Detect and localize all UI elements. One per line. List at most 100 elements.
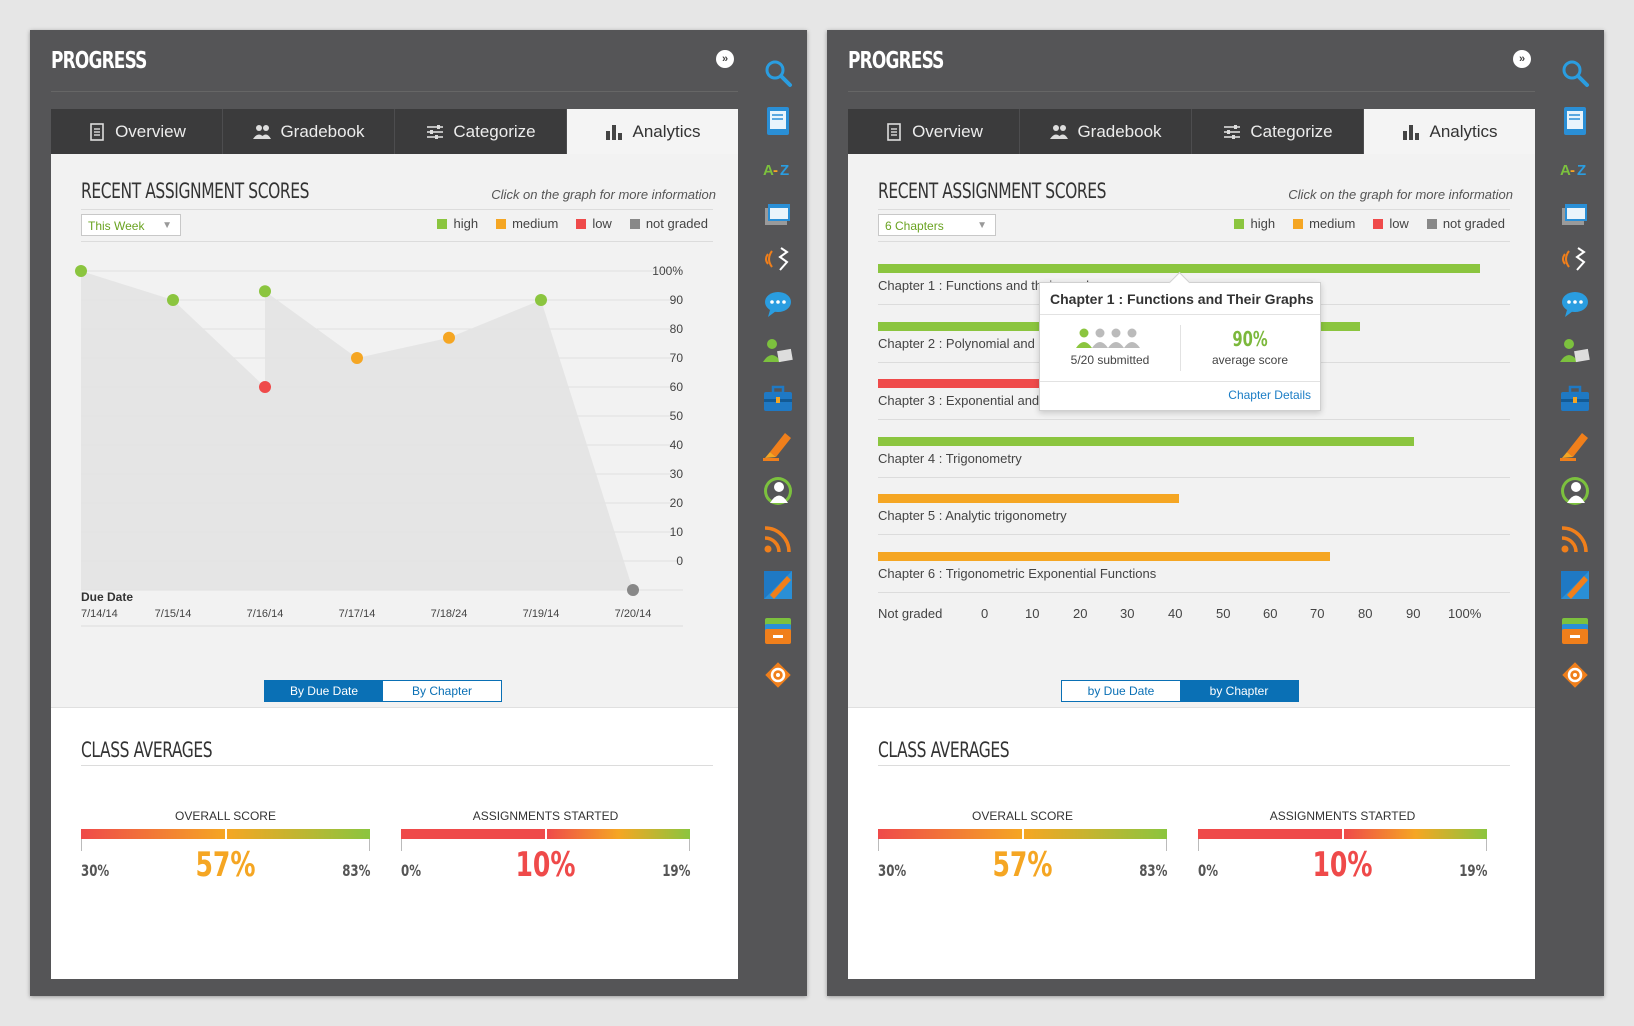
highlighter-icon[interactable] xyxy=(761,428,795,462)
x-axis-title: Due Date xyxy=(81,590,133,604)
data-point[interactable] xyxy=(351,352,363,364)
chat-icon[interactable] xyxy=(1558,288,1592,322)
svg-text:Z: Z xyxy=(1577,162,1586,179)
rss-icon[interactable] xyxy=(761,522,795,556)
tab-analytics[interactable]: Analytics xyxy=(1364,109,1535,154)
tab-label: Categorize xyxy=(453,121,536,141)
a-z-icon[interactable]: A-Z xyxy=(1558,152,1592,186)
data-point[interactable] xyxy=(627,584,639,596)
tab-label: Analytics xyxy=(1429,121,1498,141)
layers-icon[interactable] xyxy=(761,197,795,231)
search-icon[interactable] xyxy=(1558,56,1592,90)
average-score-value: 90% xyxy=(1232,327,1268,351)
legend-item-not-graded: not graded xyxy=(1426,216,1505,231)
tab-gradebook[interactable]: Gradebook xyxy=(223,109,395,154)
meter-max: 19% xyxy=(1458,861,1487,880)
meter-min: 30% xyxy=(878,861,907,880)
y-tick-label: 40 xyxy=(670,438,684,452)
briefcase-icon[interactable] xyxy=(761,382,795,416)
legend-swatch xyxy=(1293,218,1304,229)
layers-icon[interactable] xyxy=(1558,197,1592,231)
profile-icon[interactable] xyxy=(761,474,795,508)
legend-swatch xyxy=(1234,218,1245,229)
tab-overview[interactable]: Overview xyxy=(848,109,1020,154)
settings-icon[interactable] xyxy=(1558,658,1592,692)
stack-icon[interactable] xyxy=(1558,614,1592,648)
data-point[interactable] xyxy=(535,294,547,306)
tab-analytics[interactable]: Analytics xyxy=(567,109,738,154)
stack-icon[interactable] xyxy=(761,614,795,648)
search-icon[interactable] xyxy=(761,56,795,90)
x-tick-label: 7/20/14 xyxy=(615,608,652,620)
view-toggle: By Due Date By Chapter xyxy=(264,680,502,702)
meter-segment xyxy=(81,829,225,839)
divider xyxy=(878,209,1510,210)
meter-value: 10% xyxy=(1312,845,1373,885)
view-toggle: by Due Date by Chapter xyxy=(1061,680,1299,702)
data-point[interactable] xyxy=(259,381,271,393)
divider xyxy=(1180,325,1181,371)
expand-icon[interactable]: » xyxy=(1513,50,1531,68)
chapter-details-link[interactable]: Chapter Details xyxy=(1228,388,1311,402)
chapter-bar[interactable] xyxy=(878,551,1330,561)
chapter-bar[interactable] xyxy=(878,264,1480,273)
settings-icon[interactable] xyxy=(761,658,795,692)
expand-icon[interactable]: » xyxy=(716,50,734,68)
x-tick-label: 20 xyxy=(1073,606,1088,621)
book-icon[interactable] xyxy=(1558,104,1592,138)
data-point[interactable] xyxy=(443,331,455,344)
data-point[interactable] xyxy=(75,265,87,277)
scores-line-chart[interactable]: 100% 90 80 70 60 50 40 30 20 10 0 Due Date 7/14/14 7/… xyxy=(51,154,738,674)
edit-icon[interactable] xyxy=(1558,568,1592,602)
tab-overview[interactable]: Overview xyxy=(51,109,223,154)
profile-icon[interactable] xyxy=(1558,474,1592,508)
chapter-bar[interactable] xyxy=(878,436,1414,446)
tab-categorize[interactable]: Categorize xyxy=(395,109,567,154)
x-tick-label: 100% xyxy=(1448,606,1482,621)
data-point[interactable] xyxy=(167,294,179,306)
chapter-filter-select[interactable]: 6 Chapters ▼ xyxy=(878,214,996,236)
meter-segment xyxy=(1343,829,1487,839)
audio-icon[interactable] xyxy=(1558,242,1592,276)
svg-text:A: A xyxy=(1560,162,1571,179)
recent-scores-section: RECENT ASSIGNMENT SCORES Click on the gr… xyxy=(51,154,738,708)
x-tick-label: 80 xyxy=(1358,606,1373,621)
chapter-label: Chapter 6 : Trigonometric Exponential Fu… xyxy=(878,565,1157,581)
by-due-date-button[interactable]: by Due Date xyxy=(1062,681,1180,701)
rss-icon[interactable] xyxy=(1558,522,1592,556)
by-chapter-button[interactable]: By Chapter xyxy=(383,681,501,701)
a-z-icon[interactable]: A-Z xyxy=(761,152,795,186)
student-icon[interactable] xyxy=(1558,334,1592,368)
y-tick-label: 60 xyxy=(670,380,684,394)
book-icon[interactable] xyxy=(761,104,795,138)
data-point[interactable] xyxy=(259,285,271,298)
by-chapter-button[interactable]: by Chapter xyxy=(1180,681,1298,701)
chat-icon[interactable] xyxy=(761,288,795,322)
meter-value: 10% xyxy=(515,845,576,885)
tab-categorize[interactable]: Categorize xyxy=(1192,109,1364,154)
meter-bar xyxy=(401,829,690,851)
legend: high medium low not graded xyxy=(1234,216,1505,231)
chapter-bar[interactable] xyxy=(878,494,1179,503)
x-tick-label: 7/18/24 xyxy=(431,608,468,620)
users-icon xyxy=(253,124,272,139)
chapter-label: Chapter 4 : Trigonometry xyxy=(878,450,1022,466)
divider xyxy=(878,476,1510,478)
briefcase-icon[interactable] xyxy=(1558,382,1592,416)
student-icon[interactable] xyxy=(761,334,795,368)
time-filter-select[interactable]: This Week ▼ xyxy=(81,214,181,236)
highlighter-icon[interactable] xyxy=(1558,428,1592,462)
audio-icon[interactable] xyxy=(761,242,795,276)
y-tick-label: 80 xyxy=(670,322,684,336)
y-tick-label: 20 xyxy=(670,496,684,510)
legend-label: high xyxy=(1250,216,1276,231)
chapter-bar[interactable] xyxy=(878,379,1101,388)
edit-icon[interactable] xyxy=(761,568,795,602)
meter-bar xyxy=(878,829,1167,851)
tab-gradebook[interactable]: Gradebook xyxy=(1020,109,1192,154)
by-due-date-button[interactable]: By Due Date xyxy=(265,681,383,701)
x-tick-label: 0 xyxy=(981,606,989,621)
meter-bar xyxy=(1198,829,1487,851)
legend-swatch xyxy=(1373,218,1384,229)
tab-bar: Overview Gradebook Categorize Analytics xyxy=(51,109,738,154)
